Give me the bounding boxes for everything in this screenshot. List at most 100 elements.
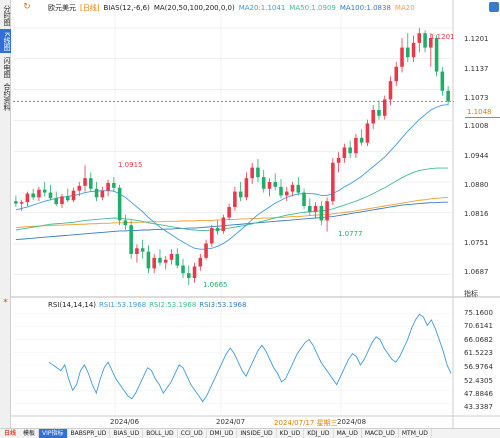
candle-body-59 [354,137,358,154]
candle-body-14 [94,188,99,198]
bottom-item-babspr[interactable]: BABSPR_UD [68,429,111,438]
rsi-name[interactable]: RSI(14,14,14) [48,301,97,309]
candle-body-17 [112,182,116,188]
indicator-star-icon[interactable]: * [3,298,8,308]
candle-body-6 [48,192,53,199]
candle-body-4 [37,189,41,198]
annotation-low-mid: 1.0665 [203,281,228,289]
current-price-tag: 1.1048 [465,108,500,118]
candle-body-71 [423,33,427,48]
candle-body-43 [261,177,266,189]
bottom-item-mtm[interactable]: MTM_UD [399,429,432,438]
price-axis-label-1: 1.1137 [464,65,489,73]
rsi1-value: RSI1:53.1968 [99,301,147,309]
candle-body-16 [106,182,110,191]
rsi-axis-label-0: 75.1600 [464,309,493,317]
candle-body-46 [279,186,283,196]
legend-ma[interactable]: MA(20,50,100,200,0,0) [153,4,235,12]
candle-body-8 [60,196,64,205]
candle-body-27 [169,254,174,260]
sidebar-tab-contract-info[interactable]: 合约资料 [3,83,11,111]
legend-ma200: MA20 [394,4,415,12]
rsi-axis-label-3: 61.5223 [464,349,493,357]
candle-body-32 [198,257,203,267]
candle-body-38 [233,191,237,207]
candle-body-41 [250,167,254,179]
candle-body-10 [71,190,76,201]
bottom-item-kdj[interactable]: KDJ_UD [304,429,334,438]
candle-body-34 [210,228,214,244]
candle-body-73 [434,38,439,72]
candle-body-47 [284,191,289,196]
bottom-item-kd[interactable]: KD_UD [277,429,305,438]
bottom-period-label[interactable]: 日线 [4,429,17,437]
rsi-axis-label-6: 47.8846 [464,390,493,398]
candle-body-37 [227,206,231,218]
legend-ma20: MA20:1.1041 [238,4,286,12]
candle-body-58 [348,147,352,154]
bottom-item-ma[interactable]: MA_UD [334,429,362,438]
bottom-item-vip[interactable]: VIP指标 [39,429,68,438]
candle-body-22 [140,248,145,252]
bottom-item-template[interactable]: 模板 [20,429,40,438]
candle-body-49 [296,184,301,193]
bottom-item-dmi[interactable]: DMI_UD [207,429,238,438]
bottom-item-inside[interactable]: INSIDE_UD [237,429,277,438]
rsi-axis-label-2: 66.0682 [464,336,493,344]
candle-body-45 [273,182,278,187]
panel-toggle-icon[interactable] [489,2,499,12]
price-axis-label-9: 指标 [464,290,478,298]
candle-body-12 [83,178,87,186]
date-label-1: 2024/07 [216,418,246,426]
annotation-high-left: 1.0915 [118,161,143,169]
candle-body-30 [186,273,191,278]
bottom-item-macd[interactable]: MACD_UD [362,429,399,438]
price-axis-label-8: 1.0687 [464,268,489,276]
candle-body-35 [215,228,220,231]
price-axis-label-2: 1.1073 [464,94,489,102]
sidebar-tab-kline[interactable]: K线图 [0,29,11,53]
ma100-line [15,201,449,241]
candle-body-48 [290,184,295,192]
rsi3-value: RSI3:53.1968 [199,301,247,309]
legend-symbol: 欧元美元 [48,4,76,12]
candle-body-55 [331,162,335,202]
bottom-item-cci[interactable]: CCI_UD [178,429,207,438]
candle-body-31 [192,266,197,278]
sidebar-tab-timeshare[interactable]: 分时图 [3,4,11,26]
candle-body-42 [256,167,260,178]
legend-period[interactable]: [日线] [80,4,100,12]
candle-body-54 [325,201,329,221]
ma200-line [15,196,449,229]
candle-body-69 [411,42,416,58]
date-label-3: 2024/08 [337,418,367,426]
candle-body-66 [394,66,399,82]
candle-body-21 [135,248,139,254]
candle-body-74 [440,71,445,91]
indicator-bar: 日线 模板 VIP指标 BABSPR_UD BIAS_UD BOLL_UD CC… [0,428,500,438]
candle-body-63 [377,110,381,116]
bottom-item-boll[interactable]: BOLL_UD [143,429,178,438]
candle-body-61 [365,123,370,143]
candle-body-39 [238,191,243,198]
price-chart-svg[interactable] [11,0,500,438]
annotation-low-right: 1.0777 [338,230,363,238]
candle-body-15 [100,190,105,198]
chart-area[interactable]: ↻ 欧元美元 [日线] BIAS(12,-6,6) MA(20,50,100,200,… [11,0,500,438]
rsi2-value: RSI2:53.1968 [149,301,197,309]
candle-body-64 [382,99,387,116]
rsi-legend: RSI(14,14,14) RSI1:53.1968 RSI2:53.1968 RSI… [48,301,249,309]
candle-body-13 [89,178,93,189]
candle-body-60 [359,137,364,143]
candle-body-57 [342,147,347,158]
bottom-item-bias[interactable]: BIAS_UD [110,429,144,438]
candle-body-65 [388,81,393,100]
legend-ma100: MA100:1.0838 [339,4,391,12]
date-label-0: 2024/06 [110,418,140,426]
candle-body-40 [244,178,249,198]
rsi-axis-label-7: 43.3387 [464,403,493,411]
legend-bias[interactable]: BIAS(12,-6,6) [103,4,150,12]
chart-legend: 欧元美元 [日线] BIAS(12,-6,6) MA(20,50,100,200,0,… [48,3,419,13]
refresh-icon[interactable]: ↻ [23,2,31,12]
sidebar-tab-lightning[interactable]: 闪电图 [3,56,11,78]
